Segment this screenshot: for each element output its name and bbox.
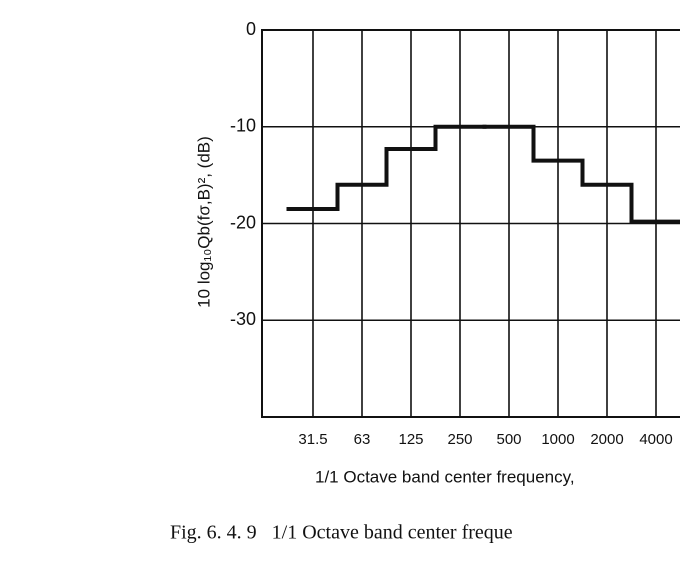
- y-tick-label: -30: [230, 309, 256, 329]
- x-tick-label: 2000: [590, 431, 623, 448]
- y-tick-label: -20: [230, 212, 256, 232]
- y-axis-label: 10 log₁₀Qb(fσ,B)², (dB): [194, 136, 213, 308]
- caption: Fig. 6. 4. 9 1/1 Octave band center freq…: [170, 522, 513, 544]
- x-axis-label: 1/1 Octave band center frequency,: [315, 467, 575, 486]
- x-tick-label: 4000: [639, 431, 672, 448]
- x-tick-label: 125: [398, 431, 423, 448]
- x-tick-label: 250: [447, 431, 472, 448]
- x-tick-label: 63: [354, 431, 371, 448]
- x-tick-label: 500: [496, 431, 521, 448]
- x-tick-label: 1000: [541, 431, 574, 448]
- x-tick-label: 31.5: [298, 431, 327, 448]
- y-tick-label: -10: [230, 116, 256, 136]
- y-tick-label: 0: [246, 19, 256, 39]
